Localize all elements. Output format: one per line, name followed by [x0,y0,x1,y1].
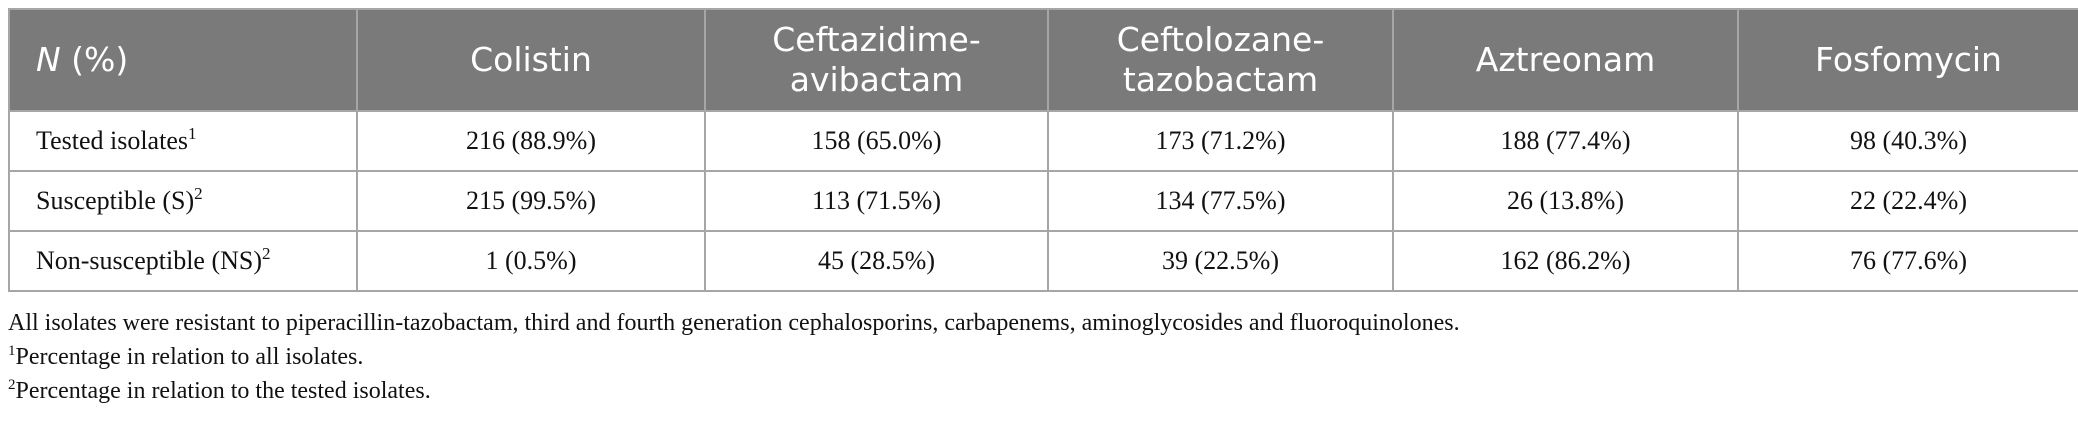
header-n-percent: N (%) [8,8,358,112]
row-label: Susceptible (S)2 [8,170,358,232]
table-container: N (%) Colistin Ceftazidime-avibactam Cef… [8,8,2078,408]
table-cell: 188 (77.4%) [1392,110,1739,172]
table-cell: 1 (0.5%) [356,230,706,292]
header-n-suffix: (%) [60,40,129,79]
row-label-text: Susceptible (S) [36,186,195,215]
footnote-mark: 1 [187,124,197,143]
footnote: 1Percentage in relation to all isolates. [8,340,2078,374]
header-ceftolozane-tazobactam: Ceftolozane-tazobactam [1047,8,1394,112]
general-note: All isolates were resistant to piperacil… [8,310,1460,336]
table-cell: 216 (88.9%) [356,110,706,172]
table-cell: 134 (77.5%) [1047,170,1394,232]
table-cell: 39 (22.5%) [1047,230,1394,292]
table-row: Susceptible (S)2 215 (99.5%) 113 (71.5%)… [8,170,2078,232]
results-table: N (%) Colistin Ceftazidime-avibactam Cef… [8,8,2078,292]
header-row: N (%) Colistin Ceftazidime-avibactam Cef… [8,8,2078,112]
table-cell: 98 (40.3%) [1737,110,2078,172]
table-cell: 162 (86.2%) [1392,230,1739,292]
row-label: Tested isolates1 [8,110,358,172]
footnote: 2Percentage in relation to the tested is… [8,374,2078,408]
row-label-text: Tested isolates [36,126,188,155]
footnote-text: Percentage in relation to the tested iso… [15,378,431,404]
footnote-mark: 1 [8,343,16,359]
footnote-mark: 2 [8,377,16,393]
table-cell: 45 (28.5%) [704,230,1049,292]
header-n-var: N [36,40,61,79]
row-label-text: Non-susceptible (NS) [36,246,263,275]
footnote-text: Percentage in relation to all isolates. [15,344,364,370]
footnote-mark: 2 [194,184,203,203]
table-row: Non-susceptible (NS)2 1 (0.5%) 45 (28.5%… [8,230,2078,292]
table-cell: 113 (71.5%) [704,170,1049,232]
header-ceftazidime-avibactam: Ceftazidime-avibactam [704,8,1049,112]
table-cell: 158 (65.0%) [704,110,1049,172]
table-row: Tested isolates1 216 (88.9%) 158 (65.0%)… [8,110,2078,172]
table-cell: 215 (99.5%) [356,170,706,232]
header-colistin: Colistin [356,8,706,112]
header-fosfomycin: Fosfomycin [1737,8,2078,112]
table-cell: 26 (13.8%) [1392,170,1739,232]
table-notes: All isolates were resistant to piperacil… [8,306,2078,408]
row-label: Non-susceptible (NS)2 [8,230,358,292]
footnote-mark: 2 [262,244,271,263]
table-cell: 173 (71.2%) [1047,110,1394,172]
header-aztreonam: Aztreonam [1392,8,1739,112]
table-cell: 22 (22.4%) [1737,170,2078,232]
table-cell: 76 (77.6%) [1737,230,2078,292]
